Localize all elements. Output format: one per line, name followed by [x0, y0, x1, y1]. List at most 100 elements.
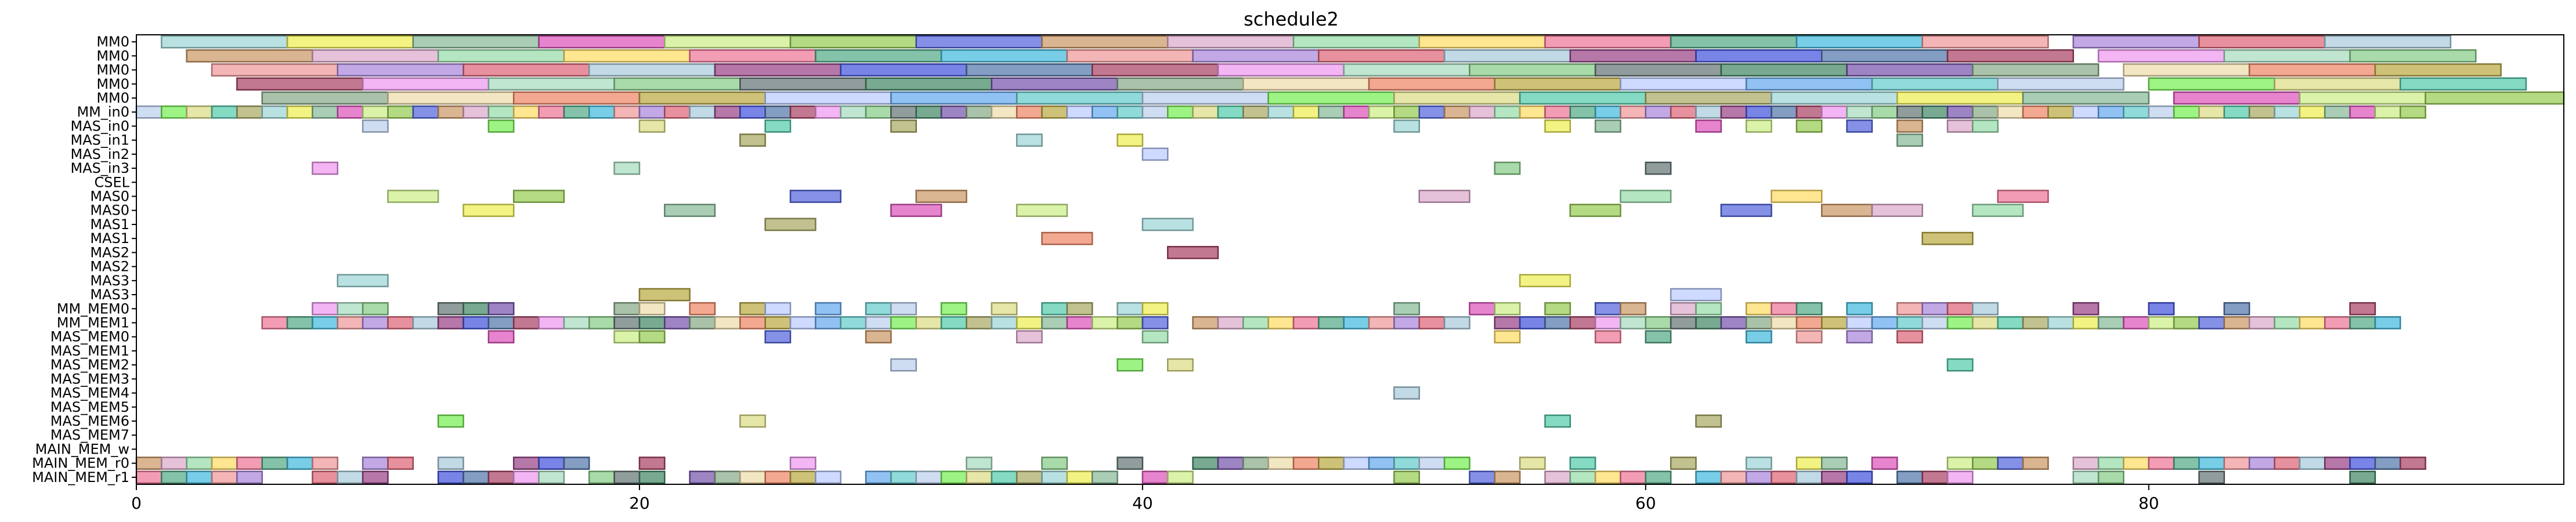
task-bar: [1594, 470, 1621, 484]
task-bar: [563, 316, 590, 329]
task-bar: [2072, 302, 2100, 316]
task-bar: [789, 470, 816, 484]
task-bar: [1720, 204, 1772, 217]
task-bar: [1821, 470, 1848, 484]
task-bar: [890, 91, 1018, 105]
task-bar: [890, 358, 917, 372]
task-bar: [1745, 77, 1873, 91]
task-bar: [714, 470, 741, 484]
task-bar: [890, 204, 942, 217]
task-bar: [1066, 302, 1093, 316]
task-bar: [1795, 456, 1823, 470]
task-bar: [1846, 302, 1873, 316]
row-label: MM0: [96, 48, 129, 64]
task-bar: [1443, 105, 1471, 119]
task-bar: [739, 133, 766, 147]
task-bar: [1443, 456, 1471, 470]
task-bar: [991, 470, 1018, 484]
task-bar: [1720, 105, 1747, 119]
task-bar: [2097, 470, 2125, 484]
task-bar: [940, 105, 967, 119]
task-bar: [1192, 105, 1219, 119]
task-bar: [1795, 330, 1823, 344]
task-bar: [1695, 119, 1722, 133]
task-bar: [1620, 302, 1647, 316]
task-bar: [2223, 302, 2250, 316]
task-bar: [1166, 470, 1194, 484]
task-bar: [2148, 77, 2275, 91]
task-bar: [1418, 190, 1471, 203]
task-bar: [2022, 91, 2150, 105]
task-bar: [1670, 288, 1722, 302]
task-bar: [337, 274, 389, 288]
task-bar: [2072, 316, 2100, 329]
task-bar: [2022, 105, 2049, 119]
task-bar: [2022, 456, 2049, 470]
task-bar: [1141, 302, 1169, 316]
task-bar: [1141, 91, 1269, 105]
task-bar: [362, 119, 389, 133]
row-label: MAS_in1: [70, 132, 129, 148]
task-bar: [512, 190, 565, 203]
task-bar: [1795, 316, 1823, 329]
task-bar: [2374, 105, 2401, 119]
task-bar: [815, 470, 841, 484]
task-bar: [1795, 35, 1923, 49]
task-bar: [1217, 63, 1345, 77]
task-bar: [1620, 77, 1747, 91]
task-bar: [1946, 358, 1974, 372]
task-bar: [2349, 456, 2376, 470]
task-bar: [1141, 470, 1169, 484]
task-bar: [261, 456, 288, 470]
task-bar: [1292, 456, 1320, 470]
task-bar: [2374, 63, 2502, 77]
task-bar: [437, 316, 464, 329]
task-bar: [2374, 456, 2401, 470]
task-bar: [362, 77, 490, 91]
task-bar: [1494, 161, 1521, 175]
task-bar: [1946, 119, 1974, 133]
task-bar: [1745, 456, 1772, 470]
task-bar: [739, 316, 766, 329]
task-bar: [638, 302, 666, 316]
task-bar: [1016, 470, 1043, 484]
task-bar: [714, 105, 741, 119]
task-bar: [1141, 217, 1194, 231]
task-bar: [1318, 49, 1446, 63]
task-bar: [463, 316, 490, 329]
task-bar: [1745, 470, 1772, 484]
task-bar: [789, 35, 917, 49]
task-bar: [1846, 316, 1873, 329]
task-bar: [211, 456, 238, 470]
task-bar: [1217, 456, 1244, 470]
task-bar: [2072, 470, 2100, 484]
task-bar: [2198, 35, 2326, 49]
task-bar: [1670, 456, 1697, 470]
task-bar: [1997, 77, 2125, 91]
task-bar: [2399, 105, 2426, 119]
task-bar: [1494, 77, 1621, 91]
task-bar: [1343, 316, 1370, 329]
row-label: MAS_MEM2: [50, 357, 129, 373]
task-bar: [2123, 316, 2150, 329]
task-bar: [2223, 316, 2250, 329]
task-bar: [1821, 105, 1848, 119]
task-bar: [2097, 456, 2125, 470]
task-bar: [2374, 316, 2401, 329]
task-bar: [135, 105, 162, 119]
task-bar: [1141, 105, 1169, 119]
task-bar: [2198, 105, 2225, 119]
task-bar: [638, 330, 666, 344]
task-bar: [588, 63, 716, 77]
task-bar: [2324, 316, 2351, 329]
task-bar: [261, 91, 389, 105]
task-bar: [714, 63, 841, 77]
task-bar: [1695, 414, 1722, 428]
task-bar: [1771, 316, 1798, 329]
task-bar: [890, 316, 917, 329]
task-bar: [1821, 316, 1848, 329]
task-bar: [1494, 330, 1521, 344]
row-label: MM_MEM1: [57, 314, 129, 331]
task-bar: [1594, 330, 1621, 344]
